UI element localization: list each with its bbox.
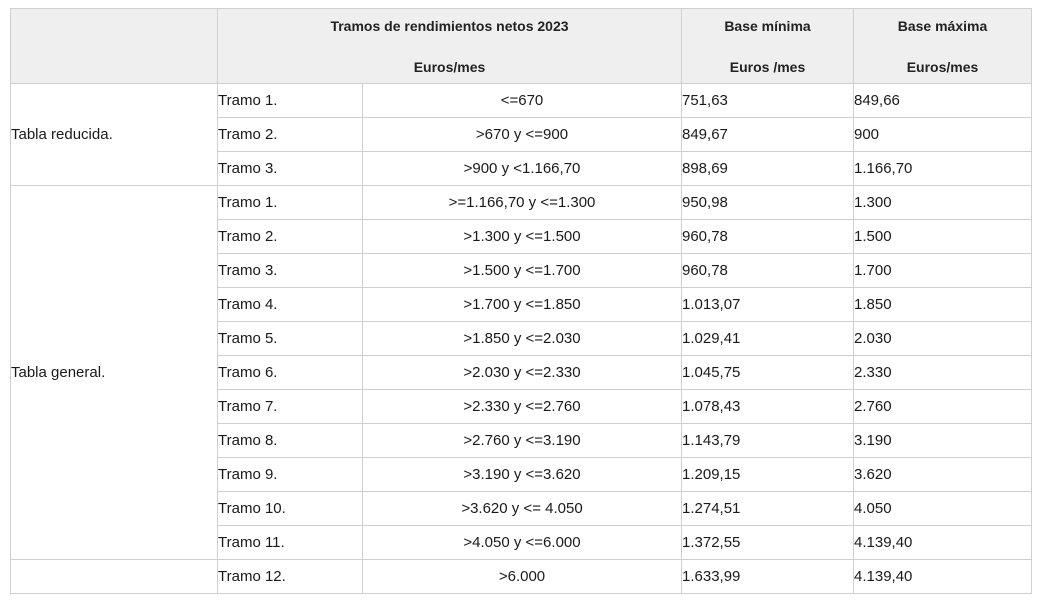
tramo-label: Tramo 9. [217, 457, 363, 492]
base-max-cell: 1.300 [853, 185, 1032, 220]
table-row: Tramo 9. >3.190 y <=3.620 1.209,15 3.620 [11, 457, 1032, 492]
tramo-label: Tramo 5. [217, 321, 363, 356]
base-max-cell: 900 [853, 117, 1032, 152]
base-max-cell: 1.166,70 [853, 151, 1032, 186]
header-empty-cell [10, 8, 218, 84]
header-base-max-column: Base máxima Euros/mes [853, 8, 1032, 84]
base-max-cell: 2.760 [853, 389, 1032, 424]
tramo-label: Tramo 7. [217, 389, 363, 424]
base-min-cell: 1.209,15 [681, 457, 854, 492]
base-min-cell: 1.143,79 [681, 423, 854, 458]
base-max-cell: 1.850 [853, 287, 1032, 322]
tramo-label: Tramo 11. [217, 525, 363, 560]
range-cell: >6.000 [362, 559, 682, 594]
table-row: Tramo 11. >4.050 y <=6.000 1.372,55 4.13… [11, 525, 1032, 560]
table-row: Tramo 3. >900 y <1.166,70 898,69 1.166,7… [11, 151, 1032, 186]
table-row: Tramo 8. >2.760 y <=3.190 1.143,79 3.190 [11, 423, 1032, 458]
base-max-cell: 4.139,40 [853, 525, 1032, 560]
base-min-cell: 898,69 [681, 151, 854, 186]
base-max-cell: 2.330 [853, 355, 1032, 390]
base-max-cell: 3.620 [853, 457, 1032, 492]
base-min-cell: 950,98 [681, 185, 854, 220]
base-min-cell: 1.045,75 [681, 355, 854, 390]
header-range-unit: Euros/mes [413, 59, 486, 75]
base-max-cell: 4.050 [853, 491, 1032, 526]
table-row: Tramo 5. >1.850 y <=2.030 1.029,41 2.030 [11, 321, 1032, 356]
table-row: Tramo 3. >1.500 y <=1.700 960,78 1.700 [11, 253, 1032, 288]
base-min-cell: 1.078,43 [681, 389, 854, 424]
base-min-cell: 1.633,99 [681, 559, 854, 594]
tramo-label: Tramo 10. [217, 491, 363, 526]
base-max-cell: 3.190 [853, 423, 1032, 458]
group-label-empty [10, 559, 218, 594]
tramo-label: Tramo 1. [217, 185, 363, 220]
range-cell: >670 y <=900 [362, 117, 682, 152]
header-base-min-unit: Euros /mes [729, 59, 806, 75]
header-range-title: Tramos de rendimientos netos 2023 [330, 18, 569, 34]
table-row: Tramo 2. >1.300 y <=1.500 960,78 1.500 [11, 219, 1032, 254]
range-cell: >900 y <1.166,70 [362, 151, 682, 186]
base-max-cell: 1.700 [853, 253, 1032, 288]
range-cell: >=1.166,70 y <=1.300 [362, 185, 682, 220]
base-max-cell: 2.030 [853, 321, 1032, 356]
range-cell: >2.760 y <=3.190 [362, 423, 682, 458]
tramo-label: Tramo 1. [217, 83, 363, 118]
table-row: Tramo 6. >2.030 y <=2.330 1.045,75 2.330 [11, 355, 1032, 390]
base-min-cell: 1.013,07 [681, 287, 854, 322]
base-min-cell: 960,78 [681, 253, 854, 288]
tramo-label: Tramo 2. [217, 219, 363, 254]
table-header-row: Tramos de rendimientos netos 2023 Euros/… [10, 8, 1032, 84]
base-min-cell: 1.274,51 [681, 491, 854, 526]
range-cell: >4.050 y <=6.000 [362, 525, 682, 560]
base-min-cell: 751,63 [681, 83, 854, 118]
base-max-cell: 849,66 [853, 83, 1032, 118]
tramo-label: Tramo 6. [217, 355, 363, 390]
table-row: Tabla reducida. Tramo 1. <=670 751,63 84… [10, 83, 1032, 186]
base-max-cell: 1.500 [853, 219, 1032, 254]
range-cell: >3.620 y <= 4.050 [362, 491, 682, 526]
table-row: Tramo 4. >1.700 y <=1.850 1.013,07 1.850 [11, 287, 1032, 322]
tramo-label: Tramo 4. [217, 287, 363, 322]
range-cell: >1.850 y <=2.030 [362, 321, 682, 356]
contribution-brackets-table: Tramos de rendimientos netos 2023 Euros/… [10, 8, 1032, 594]
base-max-cell: 4.139,40 [853, 559, 1032, 594]
range-cell: >1.500 y <=1.700 [362, 253, 682, 288]
range-cell: <=670 [362, 83, 682, 118]
header-base-min-title: Base mínima [724, 18, 811, 34]
range-cell: >2.330 y <=2.760 [362, 389, 682, 424]
group-label-general: Tabla general. [10, 185, 218, 560]
base-min-cell: 960,78 [681, 219, 854, 254]
range-cell: >2.030 y <=2.330 [362, 355, 682, 390]
tramo-label: Tramo 3. [217, 253, 363, 288]
base-min-cell: 849,67 [681, 117, 854, 152]
tramo-label: Tramo 12. [217, 559, 363, 594]
range-cell: >3.190 y <=3.620 [362, 457, 682, 492]
tramo-label: Tramo 3. [217, 151, 363, 186]
range-cell: >1.700 y <=1.850 [362, 287, 682, 322]
tramo-label: Tramo 8. [217, 423, 363, 458]
table-row: Tramo 12. >6.000 1.633,99 4.139,40 [10, 559, 1032, 594]
range-cell: >1.300 y <=1.500 [362, 219, 682, 254]
table-row: Tabla general. Tramo 1. >=1.166,70 y <=1… [10, 185, 1032, 560]
table-row: Tramo 2. >670 y <=900 849,67 900 [11, 117, 1032, 152]
header-range-column: Tramos de rendimientos netos 2023 Euros/… [217, 8, 682, 84]
base-min-cell: 1.372,55 [681, 525, 854, 560]
header-base-min-column: Base mínima Euros /mes [681, 8, 854, 84]
group-label-reducida: Tabla reducida. [10, 83, 218, 186]
table-row: Tramo 7. >2.330 y <=2.760 1.078,43 2.760 [11, 389, 1032, 424]
header-base-max-unit: Euros/mes [906, 59, 979, 75]
tramo-label: Tramo 2. [217, 117, 363, 152]
header-base-max-title: Base máxima [897, 18, 988, 34]
base-min-cell: 1.029,41 [681, 321, 854, 356]
